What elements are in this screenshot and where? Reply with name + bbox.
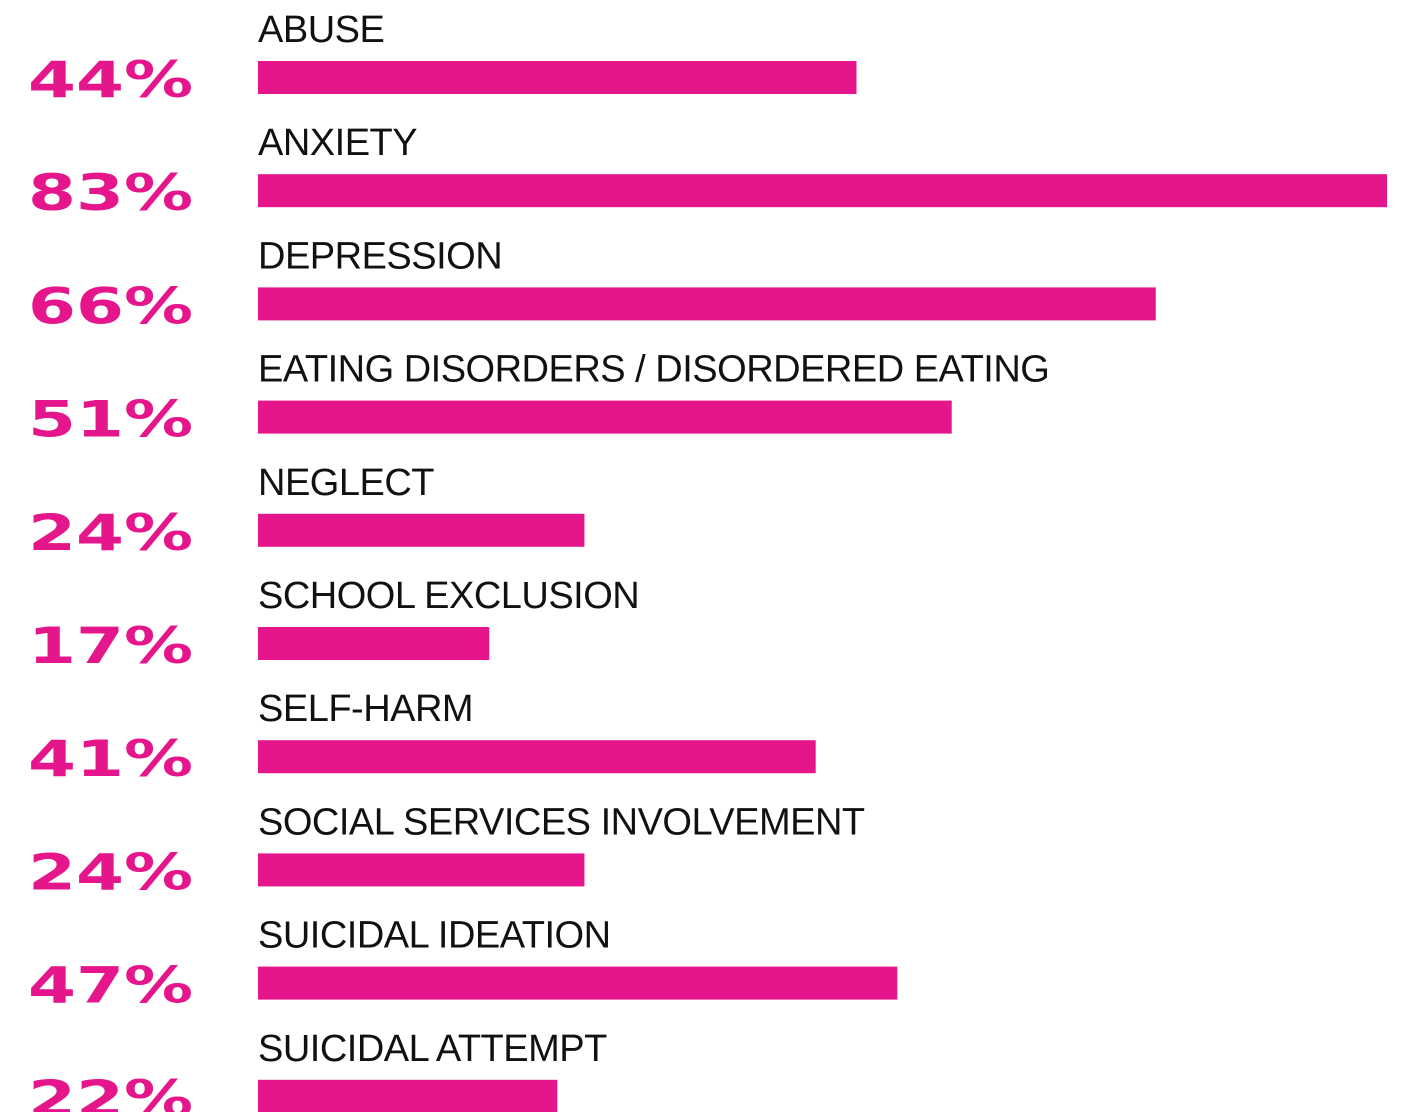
value-label: 83% bbox=[28, 165, 193, 223]
bar bbox=[258, 513, 585, 547]
value-label: 44% bbox=[28, 51, 193, 109]
value-label: 41% bbox=[28, 731, 193, 789]
category-label: SCHOOL EXCLUSION bbox=[258, 575, 639, 617]
category-label: NEGLECT bbox=[258, 462, 434, 504]
value-label: 22% bbox=[28, 1070, 193, 1112]
bar bbox=[258, 61, 857, 94]
bar bbox=[258, 740, 816, 774]
value-label: 17% bbox=[28, 617, 193, 675]
bar bbox=[258, 287, 1156, 321]
value-label: 24% bbox=[28, 844, 193, 902]
value-label: 51% bbox=[28, 391, 193, 449]
category-label: ANXIETY bbox=[258, 122, 417, 164]
value-label: 24% bbox=[28, 504, 193, 562]
bar bbox=[258, 853, 585, 887]
category-label: DEPRESSION bbox=[258, 235, 502, 277]
value-label: 66% bbox=[28, 278, 193, 336]
category-label: SOCIAL SERVICES INVOLVEMENT bbox=[258, 801, 865, 843]
bar bbox=[258, 174, 1387, 208]
bar bbox=[258, 627, 490, 660]
value-label: 47% bbox=[28, 957, 193, 1015]
bar bbox=[258, 966, 898, 1000]
category-label: EATING DISORDERS / DISORDERED EATING bbox=[258, 349, 1049, 391]
bar bbox=[258, 1079, 558, 1112]
category-label: SUICIDAL IDEATION bbox=[258, 915, 611, 957]
category-label: ABUSE bbox=[258, 9, 384, 51]
category-label: SELF-HARM bbox=[258, 688, 473, 730]
bar bbox=[258, 400, 952, 434]
category-label: SUICIDAL ATTEMPT bbox=[258, 1028, 607, 1070]
